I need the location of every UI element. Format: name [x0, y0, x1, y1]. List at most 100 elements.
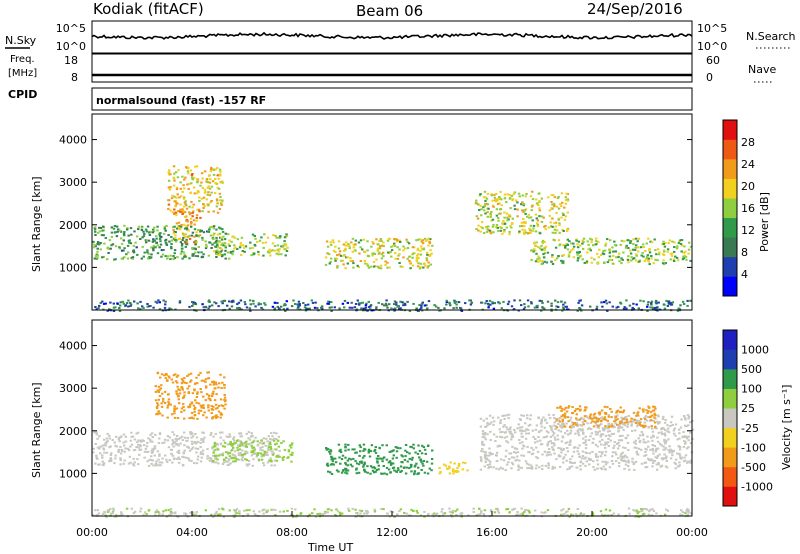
range-gate-cell	[560, 513, 563, 516]
range-gate-cell	[197, 412, 200, 415]
range-gate-cell	[485, 203, 488, 206]
range-gate-cell	[360, 461, 363, 464]
range-gate-cell	[632, 509, 635, 512]
range-gate-cell	[520, 507, 523, 510]
range-gate-cell	[655, 448, 658, 451]
range-gate-cell	[563, 408, 566, 411]
range-gate-cell	[648, 251, 652, 254]
range-gate-cell	[496, 226, 499, 229]
range-gate-cell	[340, 458, 344, 461]
range-gate-cell	[236, 238, 239, 241]
range-gate-cell	[561, 436, 565, 439]
range-gate-cell	[163, 225, 166, 228]
range-gate-cell	[268, 248, 271, 251]
range-gate-cell	[648, 416, 652, 419]
range-gate-cell	[396, 246, 399, 249]
range-gate-cell	[571, 412, 574, 415]
range-gate-cell	[146, 305, 149, 308]
range-gate-cell	[642, 300, 645, 303]
range-gate-cell	[168, 514, 171, 516]
range-gate-cell	[129, 439, 132, 442]
range-gate-cell	[102, 448, 106, 451]
range-gate-cell	[654, 450, 657, 453]
range-gate-cell	[376, 249, 379, 252]
range-gate-cell	[521, 435, 524, 438]
range-gate-cell	[224, 257, 227, 260]
range-gate-cell	[156, 252, 160, 255]
range-gate-cell	[223, 384, 226, 386]
range-gate-cell	[214, 241, 217, 244]
range-gate-cell	[535, 202, 539, 205]
range-gate-cell	[553, 421, 556, 424]
nsky-label: N.Sky	[5, 34, 37, 47]
range-gate-cell	[246, 464, 249, 467]
range-gate-cell	[104, 444, 108, 447]
range-gate-cell	[650, 255, 653, 257]
range-gate-cell	[455, 514, 458, 516]
range-gate-cell	[220, 202, 223, 205]
range-gate-cell	[427, 264, 430, 267]
nsky-trace	[91, 31, 693, 40]
range-gate-cell	[683, 254, 687, 257]
range-gate-cell	[534, 438, 537, 440]
range-gate-cell	[246, 451, 249, 454]
range-gate-cell	[638, 422, 641, 425]
colorbar-tick-label: -1000	[741, 480, 773, 493]
range-gate-cell	[203, 436, 206, 439]
range-gate-cell	[400, 461, 403, 463]
range-gate-cell	[163, 390, 167, 393]
range-gate-cell	[542, 253, 545, 256]
range-gate-cell	[129, 242, 133, 245]
range-gate-cell	[173, 252, 176, 255]
range-gate-cell	[459, 512, 462, 515]
range-gate-cell	[193, 414, 196, 417]
range-gate-cell	[331, 463, 334, 465]
range-gate-cell	[680, 509, 683, 512]
range-gate-cell	[464, 302, 467, 305]
range-gate-cell	[654, 425, 657, 428]
range-gate-cell	[346, 464, 349, 467]
range-gate-cell	[233, 515, 236, 518]
range-gate-cell	[257, 253, 260, 256]
range-gate-cell	[521, 225, 524, 228]
range-gate-cell	[101, 512, 105, 515]
range-gate-cell	[389, 471, 392, 474]
range-gate-cell	[334, 457, 337, 460]
range-gate-cell	[617, 256, 620, 259]
range-gate-cell	[221, 445, 225, 448]
range-gate-cell	[168, 436, 171, 439]
range-gate-cell	[179, 442, 182, 445]
range-gate-cell	[499, 229, 503, 232]
range-gate-cell	[507, 413, 511, 416]
range-gate-cell	[647, 445, 650, 448]
range-gate-cell	[170, 236, 173, 238]
range-gate-cell	[491, 302, 494, 305]
range-gate-cell	[94, 230, 97, 233]
range-gate-cell	[269, 440, 272, 443]
range-gate-cell	[183, 391, 186, 394]
range-gate-cell	[562, 254, 565, 257]
range-gate-cell	[183, 201, 187, 204]
range-gate-cell	[172, 440, 175, 443]
range-gate-cell	[152, 464, 155, 467]
range-gate-cell	[527, 428, 530, 431]
range-gate-cell	[202, 395, 205, 398]
range-gate-cell	[553, 452, 556, 455]
range-gate-cell	[620, 439, 624, 442]
range-gate-cell	[238, 448, 242, 451]
range-gate-cell	[108, 437, 111, 440]
range-gate-cell	[190, 225, 193, 228]
colorbar-tick-label: 8	[741, 246, 748, 259]
power-panel-frame	[91, 113, 693, 311]
range-gate-cell	[606, 238, 609, 241]
colorbar-segment	[723, 256, 737, 277]
range-gate-cell	[369, 265, 372, 268]
range-gate-cell	[557, 455, 561, 458]
range-gate-cell	[337, 240, 341, 243]
range-gate-cell	[175, 375, 179, 378]
range-gate-cell	[503, 436, 506, 439]
range-gate-cell	[672, 260, 676, 262]
range-gate-cell	[164, 377, 167, 380]
range-gate-cell	[547, 196, 550, 199]
range-gate-cell	[564, 453, 567, 456]
